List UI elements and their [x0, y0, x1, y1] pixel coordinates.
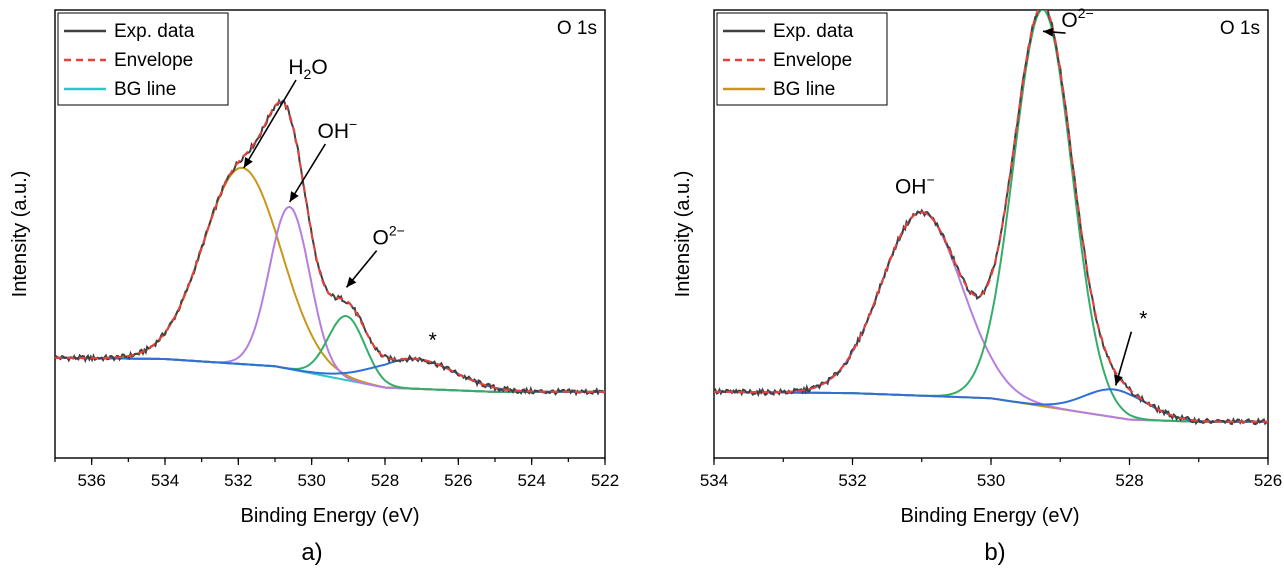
x-tick-label: 528: [1115, 471, 1143, 490]
arrow-head: [346, 276, 357, 288]
annotation-label: O2−: [1061, 5, 1093, 32]
x-axis-label: Binding Energy (eV): [241, 505, 420, 527]
x-tick-label: 532: [224, 471, 252, 490]
x-axis-label: Binding Energy (eV): [901, 505, 1080, 527]
plot-frame: [54, 9, 606, 459]
x-tick-label: 528: [371, 471, 399, 490]
x-tick-label: 524: [517, 471, 545, 490]
arrow-head: [243, 156, 253, 168]
annotation-arrow: [243, 79, 297, 169]
arrow-head: [289, 191, 299, 202]
arrow-head: [1042, 27, 1054, 37]
panel-b: 534 532 530 528 526 Binding Energy (eV) Intens…: [672, 5, 1282, 566]
x-tick-label: 522: [591, 471, 619, 490]
x-tick-label: 534: [151, 471, 179, 490]
annotation: *: [429, 329, 437, 352]
corner-label: O 1s: [1220, 18, 1260, 39]
legend-entry: BG line: [773, 79, 835, 100]
x-tick-label: 526: [1254, 471, 1282, 490]
annotation-label: *: [429, 329, 437, 352]
x-tick-label: 530: [297, 471, 325, 490]
legend-entry: BG line: [114, 79, 176, 100]
component-OH-curve: [55, 205, 605, 393]
panel-label: b): [984, 539, 1005, 566]
envelope-line: [55, 100, 605, 393]
legend: Exp. data Envelope BG line: [57, 12, 229, 106]
legend-entry: Envelope: [773, 50, 852, 71]
plot-area: [714, 10, 1268, 426]
plot-area: [55, 98, 605, 397]
x-tick-label: 526: [444, 471, 472, 490]
annotation: *: [1114, 308, 1147, 386]
corner-label: O 1s: [557, 18, 597, 39]
annotation: O2−: [345, 223, 405, 288]
annotation-label: OH−: [895, 171, 935, 198]
legend-entry: Exp. data: [773, 21, 854, 42]
component--curve: [714, 388, 1268, 423]
panel-a: 536 534 532 530 528 526 524 522 Binding Energy (…: [9, 9, 619, 566]
annotation-label: O2−: [373, 223, 405, 250]
x-tick-label: 534: [700, 471, 728, 490]
y-axis-label: Intensity (a.u.): [672, 171, 694, 298]
annotation-label: OH−: [317, 116, 357, 143]
annotation: OH−: [895, 171, 935, 198]
arrow-head: [1114, 374, 1123, 386]
annotation: H2O: [243, 56, 328, 169]
annotation: OH−: [288, 116, 357, 203]
annotation: O2−: [1042, 5, 1094, 37]
legend-entry: Exp. data: [114, 21, 195, 42]
exp-data-line: [55, 98, 605, 397]
panel-label: a): [301, 539, 322, 566]
annotation-arrow: [288, 143, 327, 203]
x-tick-label: 530: [977, 471, 1005, 490]
annotation-label: *: [1139, 308, 1147, 331]
legend-entry: Envelope: [114, 50, 193, 71]
x-tick-label: 536: [77, 471, 105, 490]
annotation-label: H2O: [288, 56, 327, 82]
x-tick-label: 532: [838, 471, 866, 490]
legend: Exp. data Envelope BG line: [716, 12, 888, 106]
y-axis-label: Intensity (a.u.): [9, 171, 31, 298]
